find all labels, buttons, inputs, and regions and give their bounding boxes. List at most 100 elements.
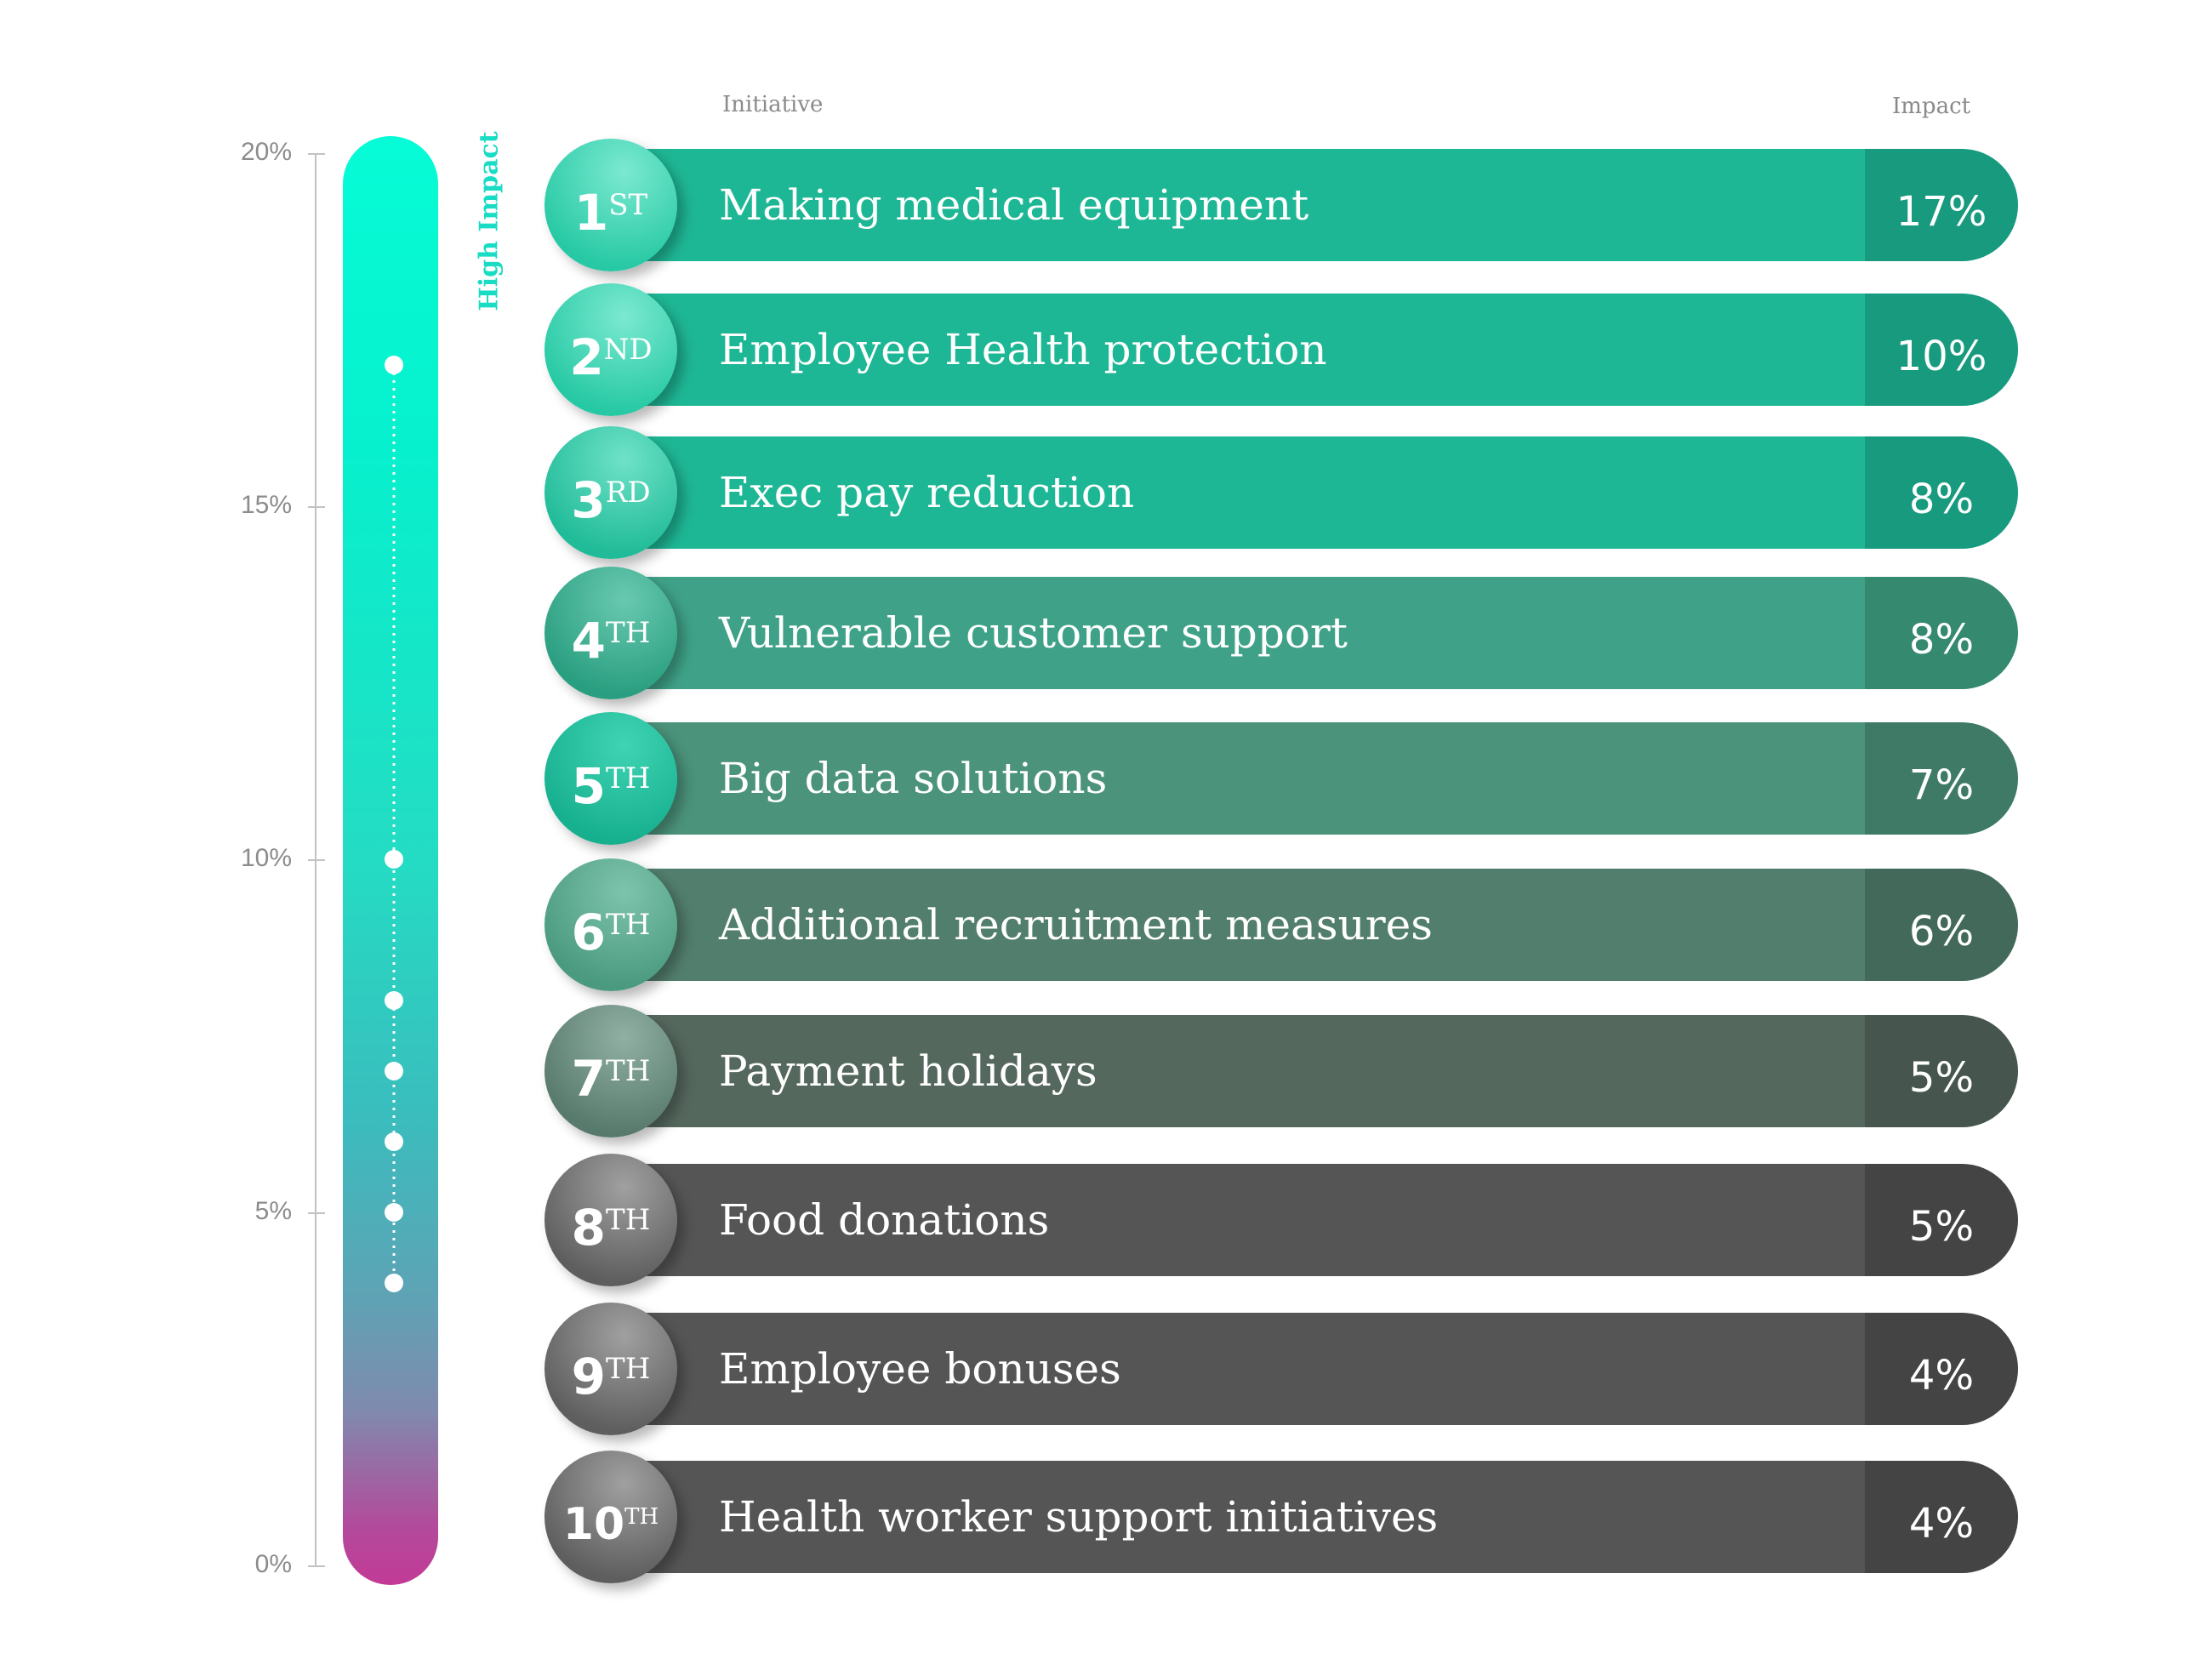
rank-badge: 4TH — [544, 567, 677, 699]
scale-value-dot — [385, 1203, 403, 1222]
initiative-label: Vulnerable customer support — [719, 608, 1348, 658]
rank-label: 10TH — [544, 1451, 677, 1601]
initiative-label: Payment holidays — [719, 1046, 1097, 1096]
initiative-row: 4% Health worker support initiatives 10TH — [544, 1451, 2018, 1583]
impact-value-label: 17% — [1896, 188, 1987, 236]
impact-value-cell — [1865, 294, 2018, 406]
rank-suffix: ND — [603, 333, 653, 367]
scale-value-dot — [385, 991, 403, 1010]
rank-number: 5 — [571, 757, 607, 815]
initiative-label: Making medical equipment — [719, 180, 1309, 230]
rank-label: 6TH — [544, 858, 677, 1012]
impact-value-label: 6% — [1908, 908, 1975, 955]
tick-label-0: 0% — [254, 1550, 292, 1578]
impact-value-label: 4% — [1908, 1500, 1975, 1548]
impact-value-label: 10% — [1896, 333, 1987, 380]
rank-badge: 5TH — [544, 712, 677, 845]
initiative-bar: 7% — [630, 722, 2018, 835]
initiative-row: 10% Employee Health protection 2ND — [544, 283, 2018, 416]
rank-suffix: ST — [608, 188, 648, 222]
impact-value-cell — [1865, 1015, 2018, 1127]
initiative-label: Health worker support initiatives — [719, 1492, 1439, 1542]
tick-label-5: 5% — [254, 1197, 292, 1225]
impact-value-cell — [1865, 1164, 2018, 1276]
impact-value-cell — [1865, 722, 2018, 835]
rank-number: 1 — [573, 184, 609, 242]
impact-value-label: 4% — [1908, 1352, 1975, 1400]
tick-label-20: 20% — [240, 138, 292, 166]
tick-mark-0 — [308, 1565, 325, 1567]
rank-suffix: TH — [606, 761, 651, 795]
scale-value-dot — [385, 850, 403, 869]
rank-suffix: TH — [606, 908, 651, 942]
rank-label: 4TH — [544, 567, 677, 720]
initiative-bar: 5% — [630, 1015, 2018, 1127]
scale-value-dot — [385, 1132, 403, 1151]
impact-value-cell — [1865, 1461, 2018, 1573]
rank-suffix: TH — [606, 1352, 651, 1386]
rank-number: 6 — [571, 904, 607, 961]
impact-value-label: 8% — [1908, 476, 1975, 523]
initiative-row: 5% Payment holidays 7TH — [544, 1005, 2018, 1137]
initiative-row: 4% Employee bonuses 9TH — [544, 1303, 2018, 1435]
rank-badge: 3RD — [544, 426, 677, 559]
initiative-bar: 17% — [630, 149, 2018, 261]
impact-value-label: 5% — [1908, 1203, 1975, 1251]
rank-label: 2ND — [544, 283, 677, 436]
impact-value-cell — [1865, 869, 2018, 981]
rank-suffix: TH — [606, 616, 651, 650]
tick-mark-10 — [308, 859, 325, 861]
rank-badge: 9TH — [544, 1303, 677, 1435]
rank-number: 8 — [571, 1199, 607, 1257]
impact-value-cell — [1865, 149, 2018, 261]
rank-suffix: RD — [605, 476, 651, 510]
initiative-row: 17% Making medical equipment 1ST — [544, 139, 2018, 271]
initiative-label: Big data solutions — [719, 754, 1108, 803]
initiative-label: Exec pay reduction — [719, 468, 1135, 517]
initiative-label: Employee Health protection — [719, 325, 1327, 374]
initiative-row: 8% Exec pay reduction 3RD — [544, 426, 2018, 559]
rank-badge: 2ND — [544, 283, 677, 416]
initiative-row: 5% Food donations 8TH — [544, 1154, 2018, 1286]
rank-number: 7 — [571, 1050, 607, 1108]
impact-column-header: Impact — [1892, 94, 1971, 119]
initiative-bar: 8% — [630, 577, 2018, 689]
initiative-row: 7% Big data solutions 5TH — [544, 712, 2018, 845]
rank-suffix: TH — [606, 1203, 651, 1237]
rank-badge: 7TH — [544, 1005, 677, 1137]
initiative-bar: 8% — [630, 436, 2018, 549]
initiative-bar: 4% — [630, 1313, 2018, 1425]
scale-value-dot — [385, 356, 403, 374]
scale-value-dot — [385, 1274, 403, 1292]
initiative-bar: 10% — [630, 294, 2018, 406]
rank-badge: 1ST — [544, 139, 677, 271]
rank-suffix: TH — [606, 1054, 651, 1088]
rank-label: 1ST — [544, 139, 677, 292]
initiative-label: Food donations — [719, 1195, 1050, 1245]
impact-value-label: 7% — [1908, 761, 1975, 809]
rank-label: 9TH — [544, 1303, 677, 1456]
impact-value-label: 8% — [1908, 616, 1975, 664]
tick-label-15: 15% — [240, 491, 292, 519]
initiative-column-header: Initiative — [722, 92, 824, 117]
initiative-bar: 4% — [630, 1461, 2018, 1573]
rank-label: 5TH — [544, 712, 677, 865]
impact-value-cell — [1865, 1313, 2018, 1425]
rank-badge: 6TH — [544, 858, 677, 991]
scale-value-dot — [385, 1062, 403, 1080]
tick-label-10: 10% — [240, 844, 292, 872]
rank-badge: 8TH — [544, 1154, 677, 1286]
rank-number: 9 — [571, 1348, 607, 1405]
initiative-row: 6% Additional recruitment measures 6TH — [544, 858, 2018, 991]
rank-number: 3 — [571, 471, 606, 529]
initiative-bar: 6% — [630, 869, 2018, 981]
rank-badge: 10TH — [544, 1451, 677, 1583]
rank-number: 4 — [571, 612, 607, 670]
initiative-label: Additional recruitment measures — [719, 900, 1433, 949]
initiative-bar: 5% — [630, 1164, 2018, 1276]
tick-mark-20 — [308, 153, 325, 155]
impact-value-cell — [1865, 577, 2018, 689]
initiative-label: Employee bonuses — [719, 1344, 1121, 1394]
tick-mark-5 — [308, 1212, 325, 1214]
